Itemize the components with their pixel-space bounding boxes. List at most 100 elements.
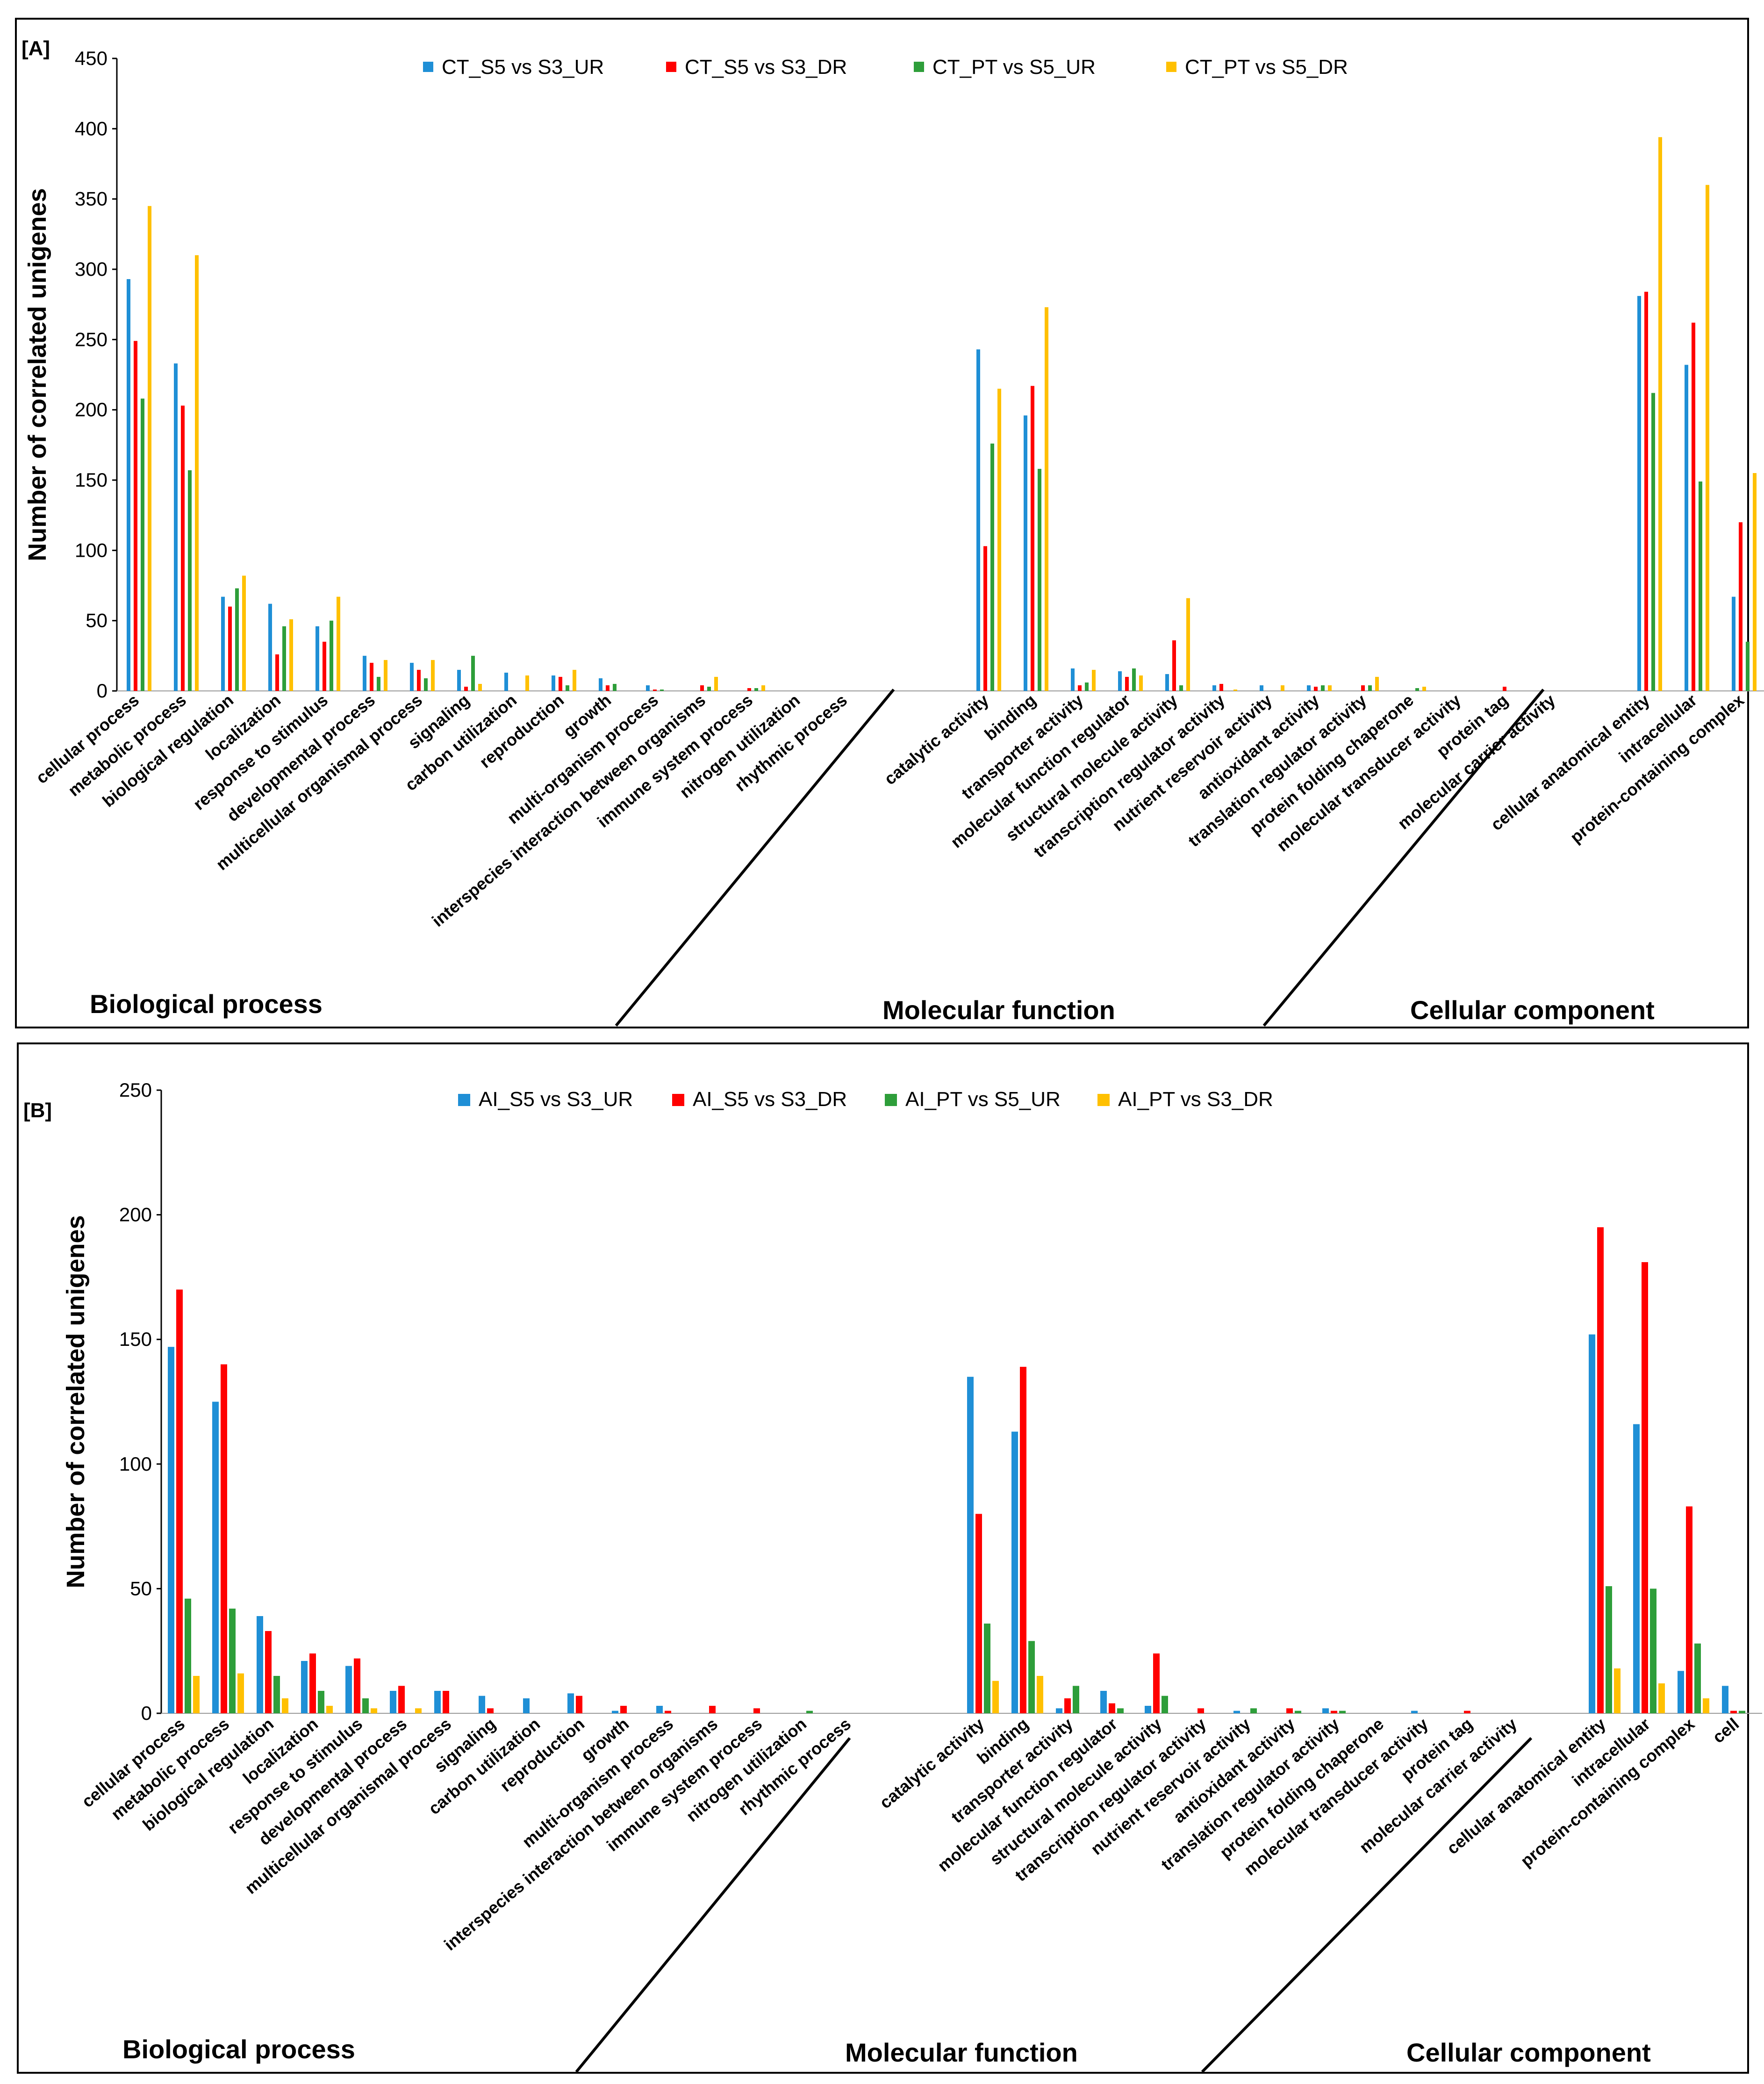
- category-label: cell: [1761, 690, 1764, 723]
- bar: [709, 1706, 716, 1713]
- bar: [747, 688, 751, 691]
- bar: [612, 1710, 618, 1713]
- bar: [523, 1698, 530, 1713]
- y-tick-label: 50: [130, 1577, 152, 1599]
- bar: [345, 1666, 352, 1713]
- bar: [1219, 683, 1223, 691]
- bar: [573, 669, 576, 691]
- bar: [1045, 307, 1048, 691]
- bar: [289, 619, 293, 691]
- y-tick-label: 100: [75, 539, 108, 561]
- bar: [1056, 1708, 1062, 1713]
- bar: [1100, 1691, 1107, 1713]
- bar: [1739, 1710, 1745, 1713]
- bar: [1368, 685, 1372, 691]
- bar: [221, 596, 225, 691]
- bar: [1117, 1708, 1124, 1713]
- bar: [134, 341, 137, 691]
- bar: [1589, 1334, 1595, 1713]
- bar: [1651, 393, 1655, 691]
- bar: [1633, 1424, 1640, 1713]
- bar: [1686, 1506, 1692, 1713]
- bar: [1028, 1641, 1035, 1713]
- legend-swatch: [672, 1094, 684, 1106]
- bar: [268, 604, 272, 691]
- bar: [976, 349, 980, 691]
- bar: [1314, 686, 1318, 691]
- bar: [1361, 685, 1365, 691]
- bar: [656, 1706, 663, 1713]
- bar: [1179, 685, 1183, 691]
- bar: [761, 685, 765, 691]
- y-tick-label: 200: [75, 399, 108, 421]
- bar: [1132, 668, 1136, 691]
- y-tick-label: 150: [119, 1328, 152, 1350]
- category-label: cell: [1709, 1714, 1742, 1747]
- legend-label: CT_S5 vs S3_DR: [685, 56, 847, 79]
- bar: [318, 1691, 324, 1713]
- bar: [714, 676, 718, 691]
- bar: [1739, 522, 1742, 691]
- bar: [753, 1708, 760, 1713]
- bar: [1078, 685, 1082, 691]
- bar: [1118, 671, 1122, 691]
- bar: [1031, 386, 1034, 691]
- bar: [997, 388, 1001, 691]
- bar: [1186, 598, 1190, 691]
- bar: [1375, 676, 1379, 691]
- bar: [487, 1708, 494, 1713]
- bar: [1606, 1586, 1612, 1713]
- bar: [566, 685, 569, 691]
- y-tick-label: 100: [119, 1453, 152, 1475]
- bar: [148, 206, 151, 691]
- legend-label: CT_S5 vs S3_UR: [442, 56, 604, 79]
- bar: [576, 1696, 582, 1713]
- bar: [390, 1691, 396, 1713]
- bar: [1071, 668, 1075, 691]
- bar: [1464, 1710, 1470, 1713]
- bar: [1331, 1710, 1337, 1713]
- bar: [417, 669, 421, 691]
- bar: [141, 398, 144, 691]
- bar: [309, 1653, 316, 1713]
- bar: [700, 685, 704, 691]
- bar: [1064, 1698, 1071, 1713]
- panel-a-chart: 0 50 100 150 200 250 300 350 400 450 Number of cor…: [23, 47, 1764, 930]
- bar: [354, 1658, 360, 1713]
- panel-b-frame: [17, 1042, 1749, 2074]
- bar: [282, 1698, 288, 1713]
- bar: [1415, 688, 1419, 691]
- panel-b-section-biological: Biological process: [122, 2034, 355, 2064]
- bar: [1125, 676, 1129, 691]
- bar: [370, 662, 373, 691]
- bar: [1339, 1710, 1346, 1713]
- bar: [181, 405, 185, 691]
- legend-swatch: [1097, 1094, 1110, 1106]
- bar: [1692, 323, 1695, 691]
- bar: [707, 686, 711, 691]
- bar: [975, 1514, 982, 1713]
- category-label: protein-containing complex: [1566, 690, 1748, 847]
- bar: [229, 1609, 236, 1713]
- bar: [1694, 1643, 1701, 1713]
- panel-a-divider-2: [1262, 689, 1545, 1027]
- bar: [1038, 468, 1041, 691]
- legend-swatch: [666, 62, 676, 72]
- bar: [193, 1676, 200, 1713]
- bar: [1233, 1710, 1240, 1713]
- y-tick-label: 150: [75, 469, 108, 491]
- bar: [1422, 686, 1426, 691]
- bar: [967, 1377, 974, 1713]
- bar: [242, 575, 246, 691]
- bar: [174, 363, 178, 691]
- bar: [237, 1673, 244, 1713]
- bar: [185, 1598, 191, 1713]
- bar: [1699, 481, 1702, 691]
- bar: [323, 641, 326, 691]
- bar: [1732, 596, 1735, 691]
- bar: [1597, 1227, 1604, 1713]
- bar: [410, 662, 414, 691]
- bar: [665, 1710, 671, 1713]
- bar: [1730, 1710, 1737, 1713]
- panel-a-section-molecular: Molecular function: [882, 995, 1115, 1025]
